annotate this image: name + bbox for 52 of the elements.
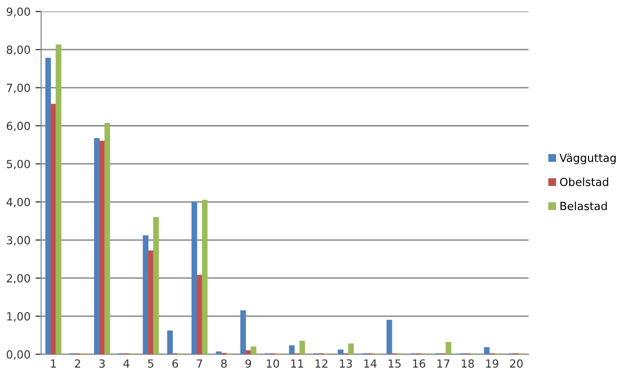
x-tick-label: 3: [99, 359, 105, 368]
y-tick-label: 5,00: [6, 160, 30, 170]
legend-label: Belastad: [560, 202, 607, 210]
bar: [99, 140, 105, 354]
x-tick-label: 11: [291, 359, 304, 368]
x-tick-label: 5: [148, 359, 154, 368]
y-tick-label: 1,00: [7, 312, 30, 322]
x-tick-label: 19: [486, 359, 498, 368]
x-tick-label: 9: [245, 359, 252, 368]
y-tick-label: 8,00: [6, 46, 30, 56]
bar: [45, 58, 51, 354]
x-tick-label: 16: [413, 359, 426, 368]
y-tick-label: 2,00: [6, 274, 30, 284]
bar: [338, 349, 344, 354]
y-tick-label: 0,00: [6, 350, 30, 360]
bar: [56, 44, 62, 354]
bar: [484, 347, 490, 354]
x-tick-label: 17: [437, 359, 450, 368]
y-tick-label: 9,00: [6, 7, 30, 18]
x-tick-label: 6: [172, 359, 178, 368]
x-tick-label: 20: [510, 359, 523, 368]
bar: [348, 343, 354, 354]
bar: [167, 330, 173, 354]
y-tick-label: 3,00: [6, 236, 30, 246]
x-tick-label: 10: [266, 359, 279, 368]
x-tick-label: 15: [388, 359, 401, 368]
x-tick-label: 4: [123, 359, 130, 368]
bar: [386, 320, 392, 354]
bar: [142, 235, 148, 354]
bar: [202, 200, 208, 354]
bar: [196, 274, 202, 354]
y-tick-label: 6,00: [6, 122, 30, 132]
bar: [240, 310, 246, 354]
bar: [153, 216, 159, 354]
bar: [104, 122, 110, 354]
x-tick-label: 2: [74, 359, 80, 368]
legend-label: Vägguttag: [560, 153, 616, 164]
bar: [192, 202, 198, 354]
bar: [250, 346, 256, 354]
y-tick-label: 7,00: [6, 84, 30, 94]
legend-label: Obelstad: [560, 178, 608, 186]
bar: [299, 340, 306, 354]
x-tick-label: 7: [196, 359, 202, 368]
bar: [446, 342, 452, 354]
x-tick-label: 13: [340, 359, 352, 368]
x-tick-label: 12: [316, 359, 328, 368]
x-tick-label: 18: [462, 359, 474, 368]
y-tick-label: 4,00: [6, 198, 30, 208]
bar: [289, 345, 295, 354]
x-tick-label: 14: [364, 359, 377, 368]
x-tick-label: 8: [221, 359, 227, 368]
x-tick-label: 1: [51, 359, 56, 368]
